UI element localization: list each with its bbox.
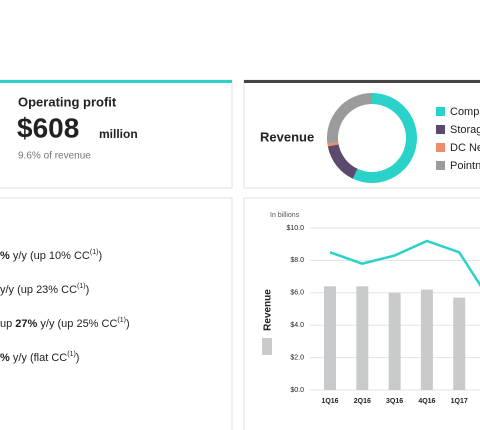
- segments-panel: [0, 197, 233, 430]
- y-tick-label: $6.0: [290, 290, 304, 297]
- x-tick-label: 1Q16: [321, 398, 338, 405]
- segment-text: (1): [90, 249, 99, 256]
- x-tick-label: 3Q16: [386, 398, 403, 405]
- legend-label: Revenue: [263, 289, 274, 331]
- segment-text: y/y (up 23% CC: [0, 284, 77, 296]
- segment-text: ): [86, 284, 90, 296]
- x-tick-label: 4Q16: [418, 398, 435, 405]
- bar: [324, 286, 336, 390]
- legend-swatch: [436, 125, 445, 134]
- legend-swatch: [436, 143, 445, 152]
- profit-unit: million: [99, 127, 138, 141]
- donut-segment: [327, 142, 339, 147]
- chart-subtitle: In billions: [270, 212, 300, 219]
- y-tick-label: $4.0: [290, 322, 304, 329]
- y-tick-label: $2.0: [290, 354, 304, 361]
- legend-label: DC Networking: [450, 142, 480, 154]
- legend-label: Compute: [450, 106, 480, 118]
- legend-label: Pointnext: [450, 160, 480, 172]
- segment-line: y/y (up 23% CC(1)): [0, 283, 89, 296]
- x-tick-label: 1Q17: [451, 398, 468, 405]
- panel-accent: [244, 80, 480, 83]
- profit-panel: [0, 79, 233, 189]
- segment-text: ): [98, 250, 102, 262]
- segment-text: (1): [117, 317, 126, 324]
- segment-text: (1): [67, 351, 76, 358]
- donut-segment: [327, 144, 358, 179]
- profit-title: Operating profit: [18, 94, 117, 109]
- segment-line: % y/y (flat CC(1)): [0, 351, 79, 364]
- segment-text: 27%: [15, 318, 37, 330]
- segment-line: % y/y (up 10% CC(1)): [0, 249, 102, 262]
- profit-note: 9.6% of revenue: [18, 151, 91, 162]
- legend-label: Storage: [450, 124, 480, 136]
- legend-swatch: [436, 107, 445, 116]
- donut-segment: [352, 93, 417, 183]
- bar: [388, 292, 401, 390]
- bar: [420, 289, 433, 390]
- legend-swatch: [436, 161, 445, 170]
- segment-text: y/y (flat CC: [10, 352, 68, 364]
- donut-segment: [327, 93, 372, 144]
- y-tick-label: $8.0: [290, 257, 304, 264]
- segment-text: y/y (up 25% CC: [37, 318, 117, 330]
- bar: [356, 286, 369, 390]
- y-tick-label: $10.0: [286, 225, 304, 232]
- panel-accent: [0, 80, 232, 83]
- segment-text: up: [0, 318, 15, 330]
- x-tick-label: 2Q16: [354, 398, 371, 405]
- donut-title: Revenue: [260, 129, 314, 144]
- segment-line: up 27% y/y (up 25% CC(1)): [0, 317, 130, 330]
- y-tick-label: $0.0: [290, 387, 304, 394]
- bar: [453, 297, 466, 390]
- segment-text: ): [126, 318, 130, 330]
- segment-text: ): [76, 352, 80, 364]
- segment-text: %: [0, 250, 10, 262]
- segment-text: (1): [77, 283, 86, 290]
- line: [329, 239, 480, 287]
- legend-swatch: [262, 338, 272, 355]
- segment-text: y/y (up 10% CC: [10, 250, 90, 262]
- segment-text: %: [0, 352, 10, 364]
- profit-amount: $608: [17, 112, 79, 143]
